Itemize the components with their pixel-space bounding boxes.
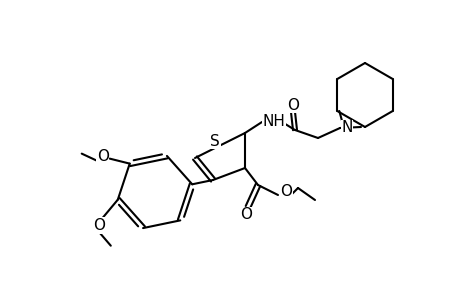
Text: O: O bbox=[240, 208, 252, 223]
Text: S: S bbox=[210, 134, 219, 148]
Text: NH: NH bbox=[262, 115, 285, 130]
Text: O: O bbox=[93, 218, 105, 233]
Text: O: O bbox=[280, 184, 291, 200]
Text: O: O bbox=[96, 149, 108, 164]
Text: O: O bbox=[286, 98, 298, 112]
Text: N: N bbox=[341, 121, 352, 136]
